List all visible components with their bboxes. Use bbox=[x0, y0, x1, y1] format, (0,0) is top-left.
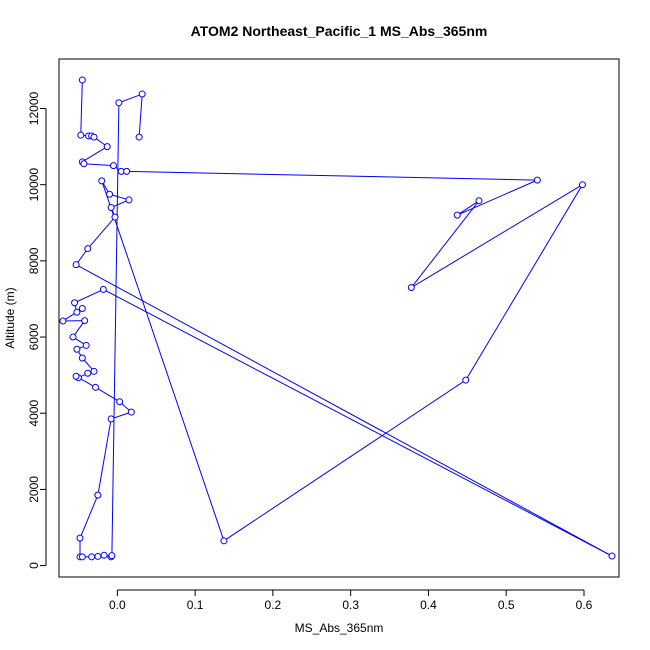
data-point bbox=[80, 160, 88, 168]
data-point bbox=[88, 553, 96, 561]
series-segment bbox=[75, 264, 613, 557]
data-point bbox=[115, 99, 123, 107]
series-segment bbox=[74, 288, 104, 304]
series-segment bbox=[111, 102, 120, 556]
data-point bbox=[71, 299, 79, 307]
data-point bbox=[407, 284, 415, 292]
data-point bbox=[73, 308, 81, 316]
data-point bbox=[475, 197, 483, 205]
data-point bbox=[98, 177, 106, 185]
y-axis-title: Altitude (m) bbox=[3, 287, 17, 348]
data-point bbox=[78, 553, 86, 561]
data-point bbox=[109, 162, 117, 170]
series-segment bbox=[82, 146, 108, 163]
x-tick-label: 0.5 bbox=[498, 598, 515, 612]
data-point bbox=[111, 213, 119, 221]
data-point bbox=[125, 196, 133, 204]
data-point bbox=[99, 285, 107, 293]
series-segment bbox=[223, 379, 467, 542]
data-point bbox=[135, 133, 143, 141]
data-point bbox=[106, 190, 114, 198]
data-point bbox=[123, 167, 131, 175]
data-point bbox=[69, 333, 77, 341]
data-point bbox=[73, 345, 81, 353]
series-segment bbox=[95, 386, 120, 403]
series-segment bbox=[83, 163, 114, 167]
y-axis: 0 2000 4000 6000 8000 10000 12000 bbox=[27, 92, 47, 569]
data-point bbox=[94, 552, 102, 560]
data-point bbox=[72, 372, 80, 380]
data-point bbox=[76, 534, 84, 542]
data-point bbox=[78, 304, 86, 312]
y-tick-label: 8000 bbox=[27, 247, 41, 274]
series-segment bbox=[87, 216, 116, 250]
series-segment bbox=[126, 170, 538, 181]
data-point bbox=[453, 211, 461, 219]
y-tick-label: 0 bbox=[27, 562, 41, 569]
chart-title: ATOM2 Northeast_Pacific_1 MS_Abs_365nm bbox=[191, 23, 488, 39]
series-segment bbox=[101, 180, 225, 541]
data-point bbox=[84, 369, 92, 377]
data-point bbox=[220, 537, 228, 545]
data-point bbox=[116, 398, 124, 406]
series-segment bbox=[97, 418, 112, 496]
data-point bbox=[92, 383, 100, 391]
y-tick-label: 6000 bbox=[27, 323, 41, 350]
series-lines bbox=[62, 79, 613, 558]
data-point bbox=[59, 317, 67, 325]
data-point bbox=[90, 133, 98, 141]
data-point bbox=[77, 131, 85, 139]
data-point bbox=[81, 317, 89, 325]
x-axis-title: MS_Abs_365nm bbox=[295, 621, 384, 635]
x-tick-label: 0.4 bbox=[420, 598, 437, 612]
series-segment bbox=[465, 184, 583, 381]
x-tick-label: 0.3 bbox=[342, 598, 359, 612]
series-segment bbox=[118, 93, 143, 104]
data-point bbox=[107, 415, 115, 423]
data-point bbox=[78, 76, 86, 84]
data-point bbox=[84, 245, 92, 253]
data-point bbox=[107, 204, 115, 212]
x-tick-label: 0.1 bbox=[187, 598, 204, 612]
data-point bbox=[138, 90, 146, 98]
series-segment bbox=[79, 494, 99, 539]
y-tick-label: 12000 bbox=[27, 92, 41, 126]
data-point bbox=[578, 181, 586, 189]
x-axis: 0.0 0.1 0.2 0.3 0.4 0.5 0.6 bbox=[109, 589, 593, 612]
data-point bbox=[533, 176, 541, 184]
series-points bbox=[59, 76, 616, 561]
x-tick-label: 0.6 bbox=[576, 598, 593, 612]
series-segment bbox=[80, 79, 83, 136]
x-tick-label: 0.0 bbox=[109, 598, 126, 612]
series-segment bbox=[456, 200, 480, 216]
series-segment bbox=[138, 94, 143, 138]
data-point bbox=[94, 491, 102, 499]
plot-frame bbox=[58, 58, 620, 578]
data-point bbox=[100, 551, 108, 559]
data-point bbox=[127, 408, 135, 416]
data-point bbox=[82, 341, 90, 349]
data-point bbox=[608, 552, 616, 560]
data-point bbox=[103, 143, 111, 151]
series-segment bbox=[103, 288, 613, 557]
data-point bbox=[78, 354, 86, 362]
data-point bbox=[108, 552, 116, 560]
data-point bbox=[462, 376, 470, 384]
series-segment bbox=[411, 184, 583, 288]
y-tick-label: 2000 bbox=[27, 476, 41, 503]
data-point bbox=[90, 367, 98, 375]
series-segment bbox=[410, 200, 480, 288]
y-tick-label: 10000 bbox=[27, 168, 41, 202]
series-segment bbox=[457, 179, 538, 216]
y-tick-label: 4000 bbox=[27, 400, 41, 427]
data-point bbox=[72, 261, 80, 269]
x-tick-label: 0.2 bbox=[265, 598, 282, 612]
